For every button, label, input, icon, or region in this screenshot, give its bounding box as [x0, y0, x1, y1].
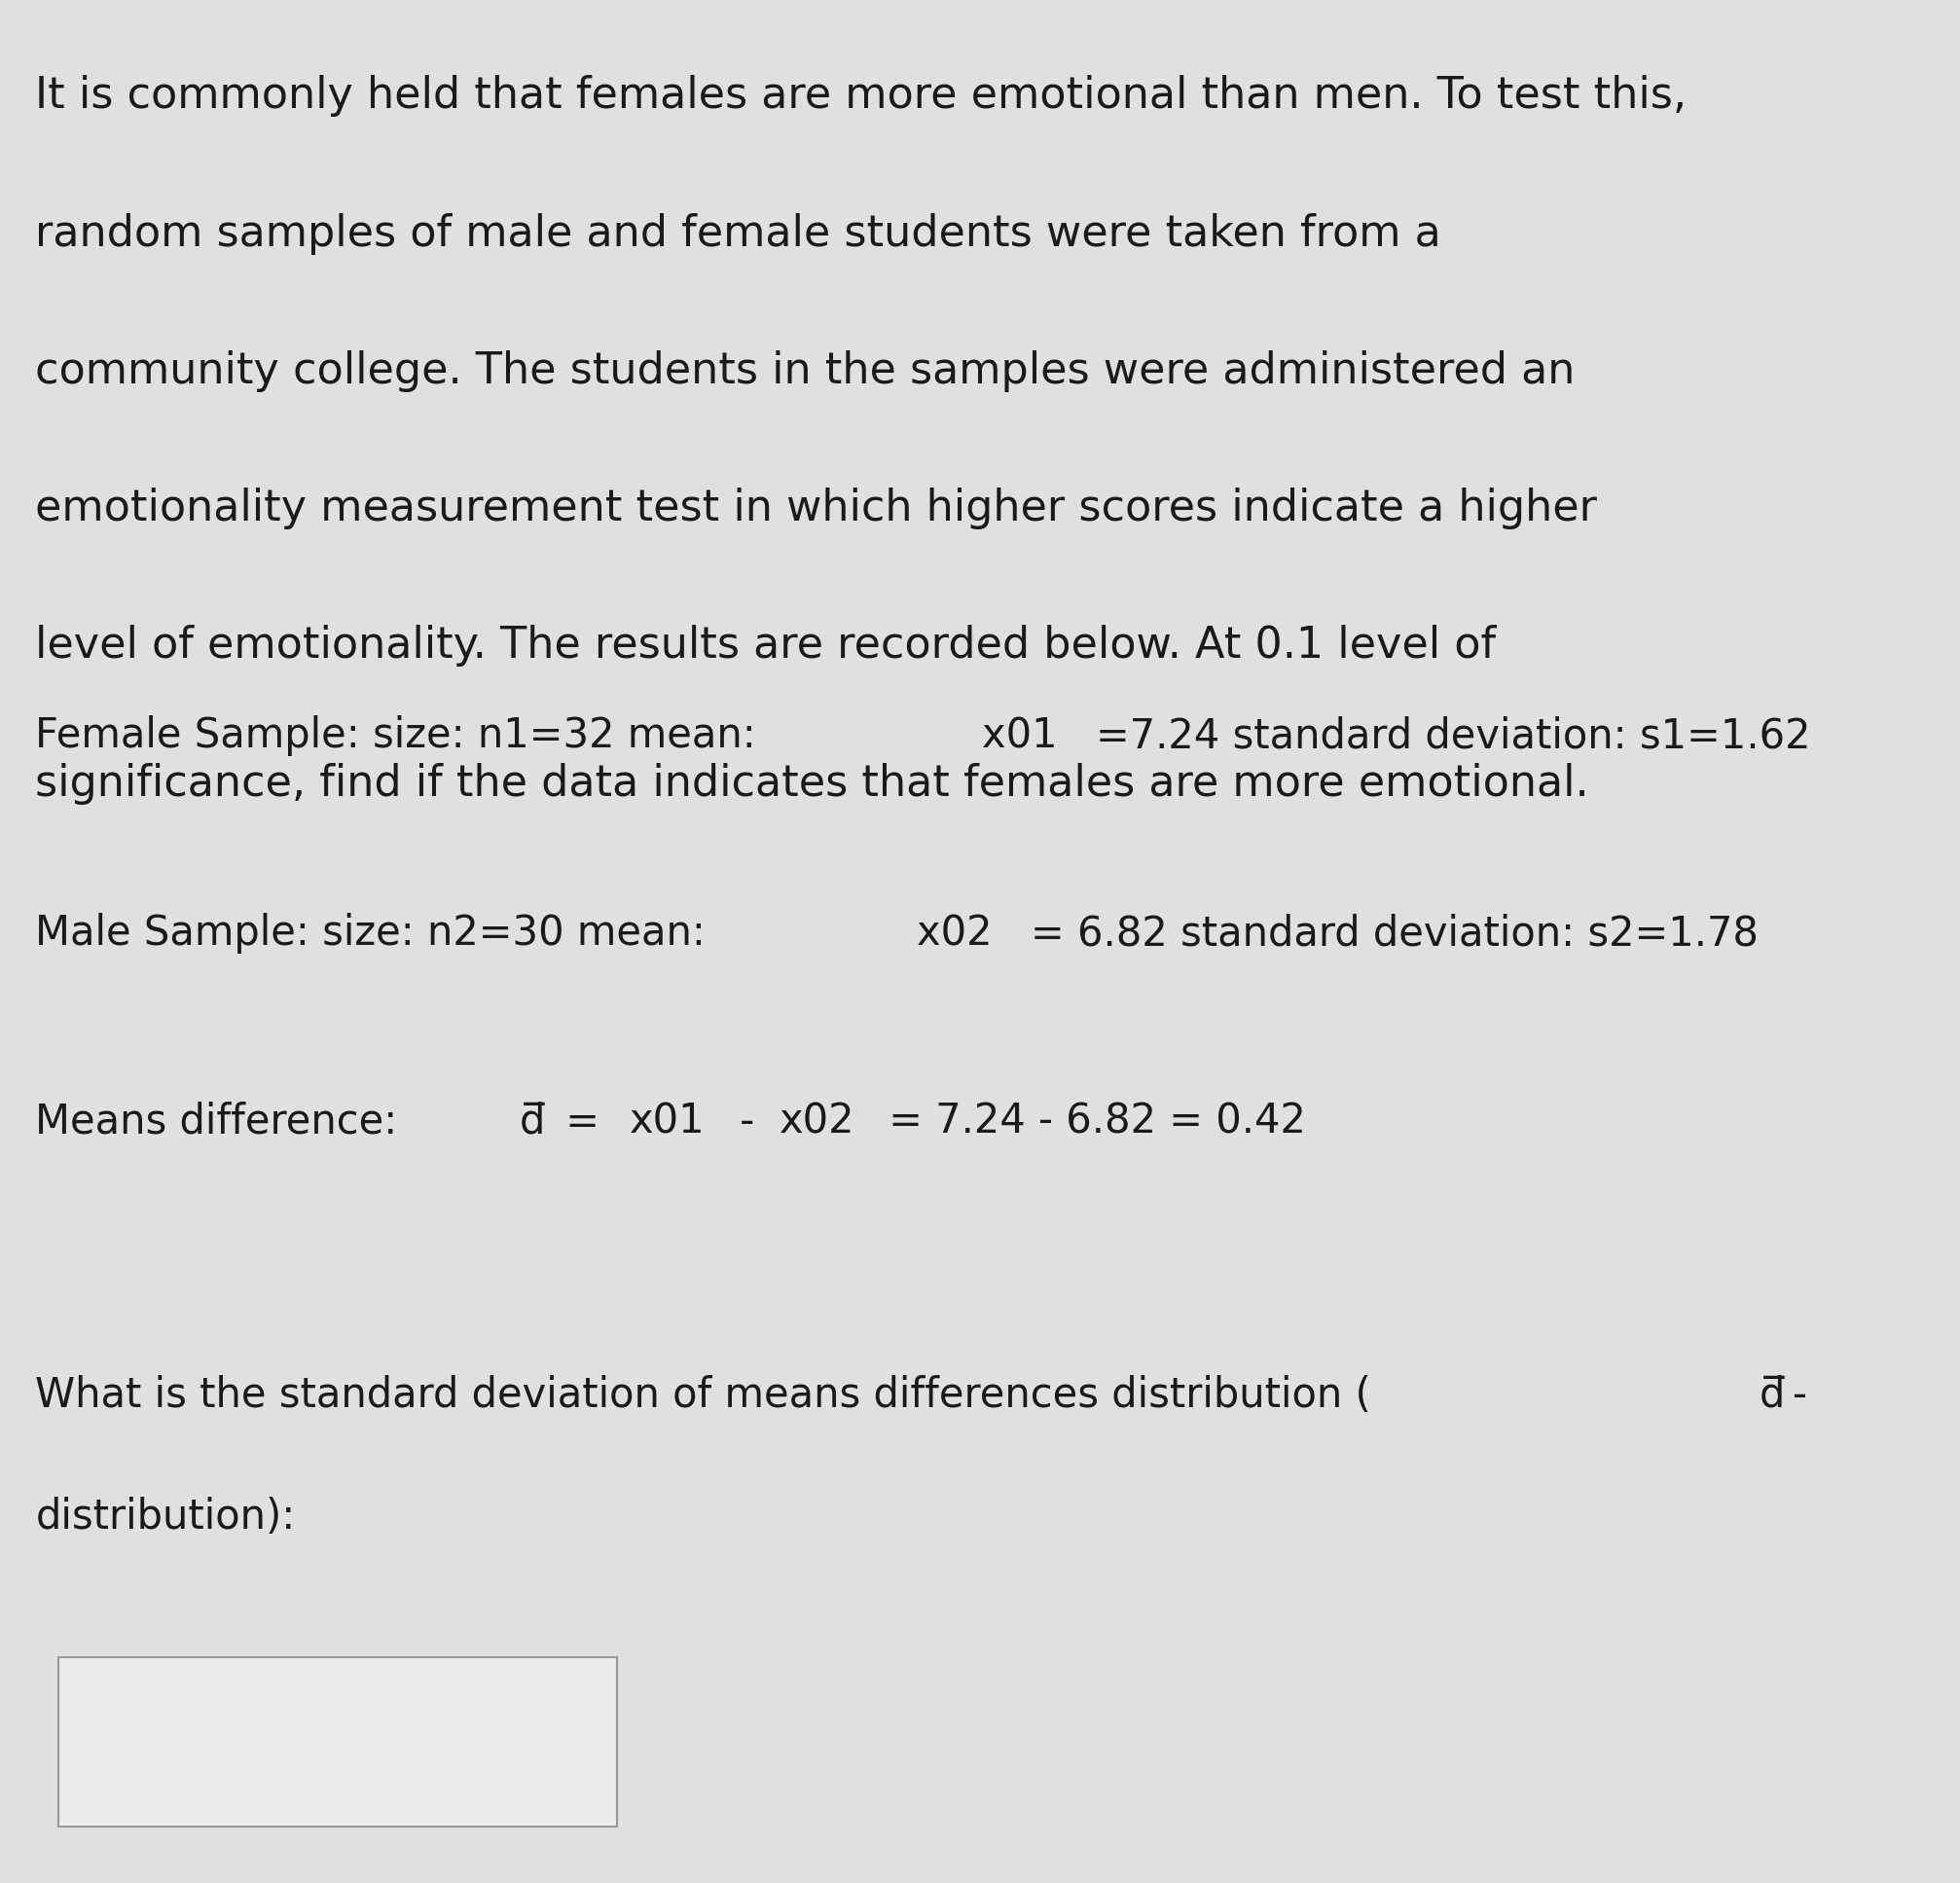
Text: x01: x01 — [629, 1102, 706, 1143]
Text: = 6.82 standard deviation: s2=1.78: = 6.82 standard deviation: s2=1.78 — [1031, 913, 1758, 955]
FancyBboxPatch shape — [59, 1657, 617, 1827]
Text: community college. The students in the samples were administered an: community college. The students in the s… — [35, 350, 1576, 392]
Text: Female Sample: size: n1=32 mean:: Female Sample: size: n1=32 mean: — [35, 716, 768, 757]
Text: significance, find if the data indicates that females are more emotional.: significance, find if the data indicates… — [35, 763, 1590, 804]
Text: distribution):: distribution): — [35, 1497, 296, 1538]
Text: x01: x01 — [982, 716, 1070, 757]
Text: It is commonly held that females are more emotional than men. To test this,: It is commonly held that females are mor… — [35, 75, 1688, 117]
Text: What is the standard deviation of means differences distribution (: What is the standard deviation of means … — [35, 1375, 1372, 1416]
Text: emotionality measurement test in which higher scores indicate a higher: emotionality measurement test in which h… — [35, 488, 1597, 529]
Text: d̅: d̅ — [1758, 1375, 1786, 1416]
Text: -: - — [1791, 1375, 1807, 1416]
Text: = 7.24 - 6.82 = 0.42: = 7.24 - 6.82 = 0.42 — [876, 1102, 1305, 1143]
Text: -: - — [727, 1102, 766, 1143]
Text: random samples of male and female students were taken from a: random samples of male and female studen… — [35, 213, 1441, 254]
Text: =7.24 standard deviation: s1=1.62: =7.24 standard deviation: s1=1.62 — [1096, 716, 1811, 757]
Text: x02: x02 — [917, 913, 1005, 955]
Text: =: = — [553, 1102, 612, 1143]
Text: d̅: d̅ — [519, 1102, 545, 1143]
Text: Means difference:: Means difference: — [35, 1102, 410, 1143]
Text: x02: x02 — [778, 1102, 855, 1143]
Text: level of emotionality. The results are recorded below. At 0.1 level of: level of emotionality. The results are r… — [35, 625, 1495, 667]
Text: Male Sample: size: n2=30 mean:: Male Sample: size: n2=30 mean: — [35, 913, 719, 955]
